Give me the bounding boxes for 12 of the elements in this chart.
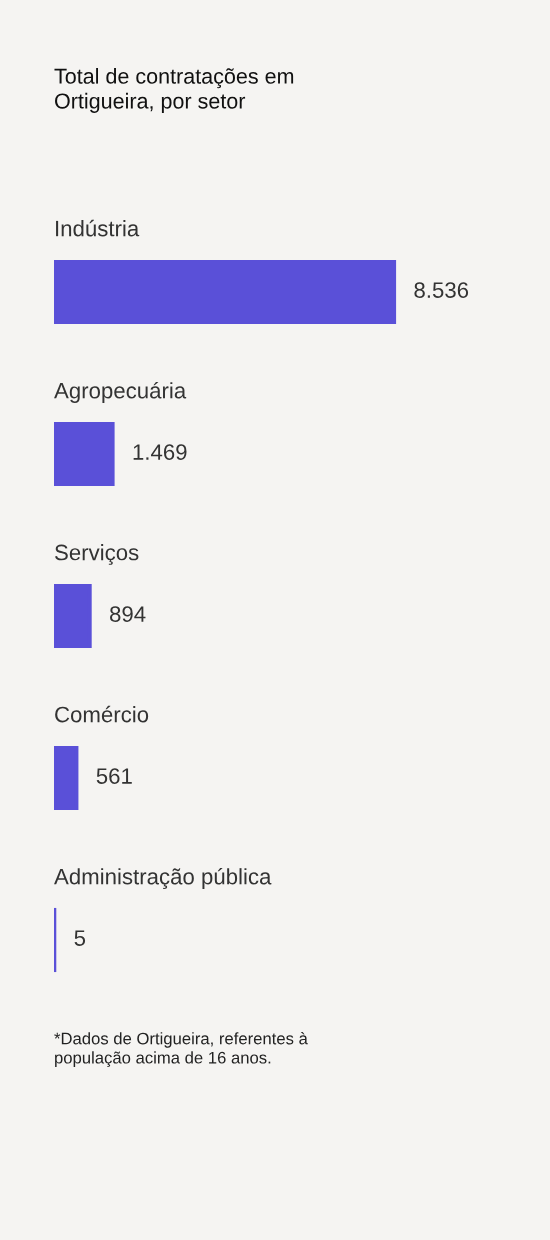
y-tick-label: Indústria — [56, 219, 140, 237]
y-tick-label: Administração pública — [54, 867, 272, 889]
data-label: 1.469 — [133, 444, 187, 460]
chart-title: Total de contratações em Ortigueira, por setor — [54, 68, 294, 113]
y-tick-label: Comércio — [55, 705, 149, 723]
data-label: 561 — [96, 768, 132, 784]
data-label: 5 — [74, 930, 86, 946]
data-label: 894 — [110, 606, 146, 622]
y-tick-label: Agropecuária — [54, 381, 187, 403]
data-label: 8.536 — [414, 282, 469, 298]
y-tick-label: Serviços — [55, 544, 139, 565]
text: *Dados de Ortigueira, referentes à população acima de 16 anos. — [54, 1032, 308, 1067]
